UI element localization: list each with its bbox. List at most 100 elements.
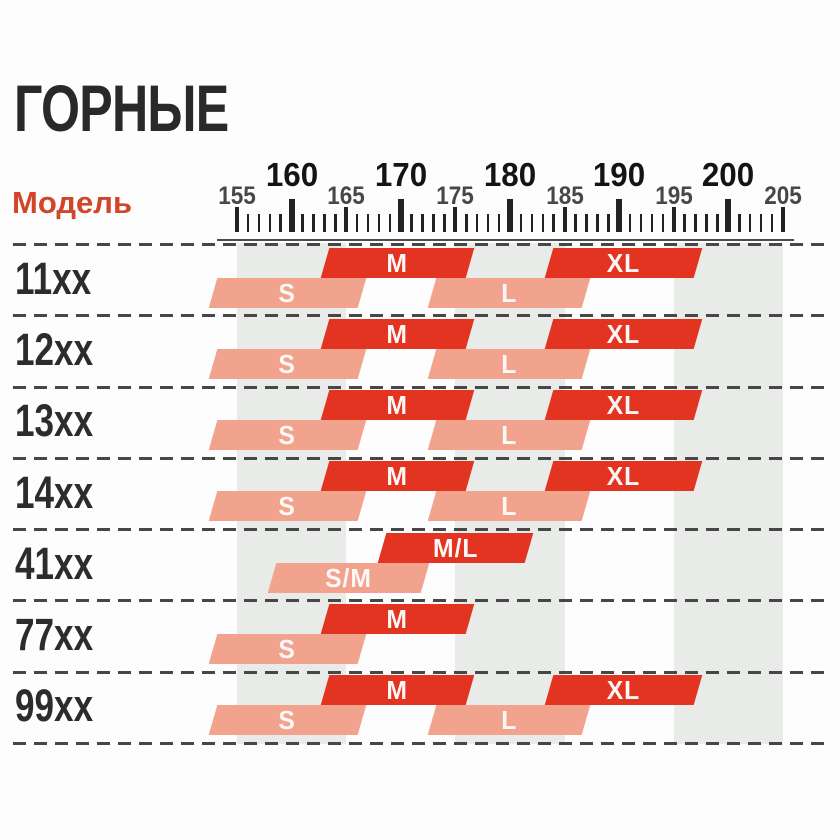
model-label: 14xx — [15, 467, 94, 518]
row-divider — [13, 314, 827, 317]
ruler-tick — [705, 214, 708, 232]
size-bar: S — [208, 704, 366, 736]
size-bar: S/M — [267, 562, 430, 593]
model-label: 12xx — [15, 324, 94, 375]
ruler-tick — [397, 199, 404, 232]
ruler-tick — [366, 214, 370, 232]
size-bar: L — [428, 277, 591, 308]
ruler-tick — [530, 214, 534, 232]
size-bar: L — [428, 348, 591, 379]
ruler-tick — [443, 214, 446, 232]
size-bar-label: XL — [606, 318, 641, 349]
ruler-tick — [355, 214, 359, 232]
ruler-label-major: 190 — [593, 156, 646, 193]
ruler-tick — [410, 214, 413, 232]
ruler-tick — [235, 207, 239, 232]
ruler-tick — [596, 214, 599, 232]
ruler-tick — [453, 207, 458, 232]
size-bar: XL — [544, 390, 703, 421]
ruler-label-major: 200 — [702, 156, 755, 193]
model-label: 13xx — [15, 395, 94, 446]
ruler-tick — [246, 214, 250, 232]
model-label: 11xx — [15, 253, 92, 304]
size-bar: L — [428, 490, 591, 522]
size-bar: L — [428, 419, 591, 451]
ruler-tick — [388, 214, 392, 232]
ruler-tick — [585, 214, 588, 232]
ruler-label-major: 180 — [483, 156, 537, 193]
ruler-tick — [781, 207, 785, 232]
size-bar: XL — [544, 674, 703, 706]
size-bar-label: L — [501, 419, 518, 450]
ruler-tick — [475, 214, 479, 232]
size-bar-label: M — [387, 460, 409, 491]
size-bar-label: L — [501, 348, 518, 379]
size-bar-label: M — [387, 389, 409, 420]
size-bar-label: S — [278, 704, 296, 735]
row-divider — [13, 671, 827, 674]
ruler-tick — [748, 214, 752, 232]
size-bar: M — [321, 318, 475, 349]
ruler-tick — [312, 214, 315, 232]
size-bar-label: XL — [606, 247, 641, 277]
size-bar: XL — [544, 460, 703, 492]
size-bar: S — [208, 419, 366, 451]
size-bar-label: XL — [606, 674, 641, 705]
ruler-tick — [323, 214, 326, 232]
size-bar-label: S — [278, 277, 296, 307]
size-bar-label: S — [278, 348, 296, 379]
size-bar-label: XL — [606, 460, 641, 491]
size-bar: M/L — [377, 532, 534, 563]
ruler-tick — [279, 214, 282, 232]
ruler-tick — [519, 214, 523, 232]
size-bar-label: M — [387, 247, 409, 277]
ruler-label-minor: 165 — [327, 182, 365, 210]
ruler-baseline — [217, 239, 794, 241]
size-bar-label: L — [501, 490, 518, 521]
ruler-label-major: 170 — [374, 156, 427, 193]
size-bar-label: S/M — [324, 562, 372, 593]
size-bar-label: M/L — [433, 532, 479, 563]
ruler-tick — [301, 214, 304, 232]
ruler-tick — [268, 214, 271, 232]
size-bar-label: L — [501, 277, 518, 307]
size-bar-label: M — [387, 674, 409, 705]
size-bar: M — [321, 674, 475, 706]
size-bar: XL — [544, 247, 703, 278]
ruler-tick — [738, 214, 741, 232]
ruler-tick — [432, 214, 435, 232]
ruler-tick — [661, 214, 665, 232]
ruler-tick — [694, 214, 697, 232]
row-divider — [13, 528, 827, 531]
size-bar-label: M — [387, 318, 409, 349]
ruler-tick — [574, 214, 577, 232]
model-label: 41xx — [15, 538, 94, 589]
ruler-tick — [616, 199, 623, 232]
ruler-label-minor: 195 — [655, 182, 693, 210]
ruler-label-minor: 205 — [764, 182, 802, 210]
model-column-header: Модель — [12, 185, 133, 220]
ruler-tick — [607, 214, 610, 232]
size-bar-label: S — [278, 633, 296, 664]
ruler-tick — [639, 214, 643, 232]
ruler-tick — [552, 214, 555, 232]
size-bar: L — [428, 705, 591, 736]
size-bar: M — [321, 603, 475, 634]
size-bar: M — [321, 247, 475, 278]
model-label: 99xx — [15, 680, 94, 731]
ruler-label-minor: 175 — [436, 182, 475, 210]
ruler-tick — [421, 214, 424, 232]
size-bar: S — [208, 348, 366, 379]
ruler-tick — [770, 214, 774, 232]
ruler-tick — [562, 207, 567, 232]
ruler-label-minor: 185 — [545, 182, 584, 210]
ruler-tick — [507, 199, 513, 232]
row-divider — [13, 386, 827, 389]
ruler-tick — [288, 199, 295, 232]
ruler-tick — [683, 214, 686, 232]
ruler-label-major: 160 — [265, 156, 318, 193]
ruler-tick — [716, 214, 719, 232]
ruler-tick — [257, 214, 261, 232]
ruler-tick — [725, 199, 732, 232]
size-bar-label: S — [278, 419, 296, 450]
